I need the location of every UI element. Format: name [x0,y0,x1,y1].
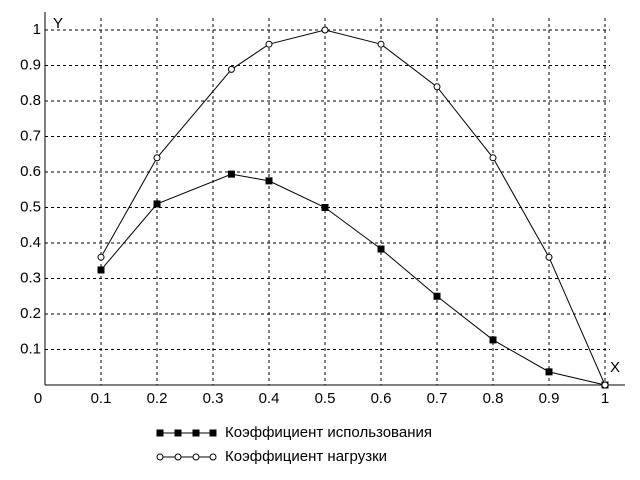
marker [321,26,329,34]
marker [489,154,497,162]
marker [601,381,609,389]
marker [433,292,441,300]
x-tick-label: 0.4 [259,390,280,407]
x-tick-label: 0.8 [483,390,504,407]
x-tick-label: 0 [34,390,42,407]
x-tick-label: 0.6 [371,390,392,407]
y-tick-label: 0.2 [20,305,41,322]
y-tick-label: 0.3 [20,269,41,286]
series-line [100,29,606,386]
marker [489,336,497,344]
y-tick-label: 0.9 [20,56,41,73]
y-tick-label: 0.6 [20,163,41,180]
x-axis-label: X [610,359,620,376]
legend-marker [209,453,217,461]
marker [545,368,553,376]
x-tick-label: 0.9 [539,390,560,407]
marker [321,204,329,211]
legend-marker [192,429,200,437]
marker [227,170,235,178]
marker [545,253,553,261]
y-tick-label: 0.4 [20,234,41,251]
legend-marker [156,453,164,461]
marker [227,65,235,73]
x-tick-label: 0.5 [315,390,336,407]
x-tick-label: 0.2 [147,390,168,407]
marker [265,177,273,185]
y-tick-label: 0.8 [20,92,41,109]
x-tick-label: 0.7 [427,390,448,407]
y-tick-label: 1 [33,21,41,38]
marker [265,40,273,48]
legend-label: Коэффициент использования [225,424,432,441]
y-tick-label: 0.7 [20,127,41,144]
x-tick-label: 1 [601,390,609,407]
legend-marker [174,429,182,437]
marker [433,83,441,91]
y-tick-label: 0.5 [20,198,41,215]
legend-label: Коэффициент нагрузки [225,448,387,465]
legend-marker [156,429,164,437]
marker [377,245,385,253]
series-line [100,173,606,386]
y-tick-label: 0.1 [20,340,41,357]
y-axis-label: Y [53,15,63,32]
x-tick-label: 0.3 [203,390,224,407]
legend-marker [174,453,182,461]
marker [153,200,161,208]
legend-marker [192,453,200,461]
x-tick-label: 0.1 [91,390,112,407]
marker [377,40,385,48]
marker [153,154,161,162]
marker [97,266,105,274]
marker [97,253,105,261]
legend-marker [209,429,217,437]
